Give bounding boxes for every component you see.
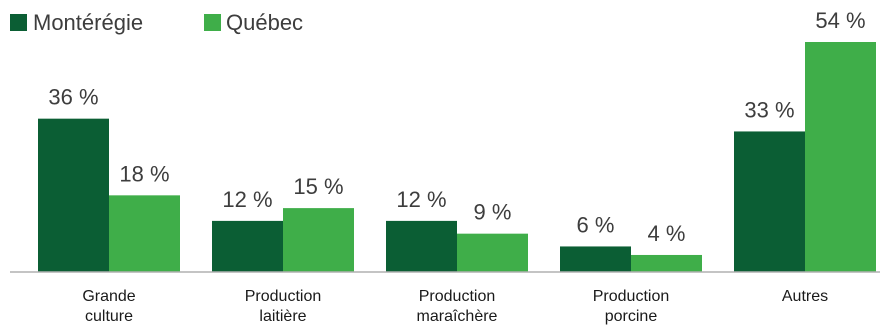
value-label-quebec-2: 9 %	[474, 200, 512, 225]
category-label-3-line-1: porcine	[605, 308, 658, 325]
value-label-monteregie-2: 12 %	[396, 187, 446, 212]
value-label-monteregie-4: 33 %	[744, 97, 794, 122]
bar-monteregie-0	[38, 118, 109, 273]
bar-quebec-4	[805, 42, 876, 272]
bar-monteregie-2	[386, 220, 457, 272]
bar-quebec-0	[109, 195, 180, 272]
bar-quebec-2	[457, 233, 528, 272]
legend-label-monteregie: Montérégie	[33, 10, 143, 35]
legend: Montérégie Québec	[10, 10, 303, 35]
value-label-monteregie-3: 6 %	[577, 212, 615, 237]
category-label-0-line-0: Grande	[82, 288, 135, 305]
category-label-0-line-1: culture	[85, 308, 133, 325]
value-label-quebec-3: 4 %	[648, 221, 686, 246]
category-label-4-line-0: Autres	[782, 288, 828, 305]
category-labels: Grande culture Production laitière Productio…	[82, 288, 828, 325]
bar-monteregie-3	[560, 246, 631, 272]
legend-label-quebec: Québec	[226, 10, 303, 35]
bar-quebec-3	[631, 254, 702, 272]
value-label-quebec-0: 18 %	[119, 161, 169, 186]
legend-swatch-quebec	[204, 14, 221, 31]
category-label-2-line-0: Production	[419, 288, 496, 305]
bar-quebec-1	[283, 208, 354, 272]
legend-swatch-monteregie	[10, 14, 27, 31]
bar-monteregie-4	[734, 131, 805, 272]
value-label-monteregie-1: 12 %	[222, 187, 272, 212]
value-labels: 36 % 18 % 12 % 15 % 12 % 9 % 6 % 4 % 33 % 54 %	[48, 8, 865, 246]
value-label-quebec-1: 15 %	[293, 174, 343, 199]
value-label-quebec-4: 54 %	[815, 8, 865, 33]
bar-monteregie-1	[212, 220, 283, 272]
category-label-1-line-0: Production	[245, 288, 322, 305]
value-label-monteregie-0: 36 %	[48, 85, 98, 110]
category-label-3-line-0: Production	[593, 288, 670, 305]
category-label-1-line-1: laitière	[259, 308, 306, 325]
bars	[38, 42, 876, 273]
category-label-2-line-1: maraîchère	[417, 308, 498, 325]
